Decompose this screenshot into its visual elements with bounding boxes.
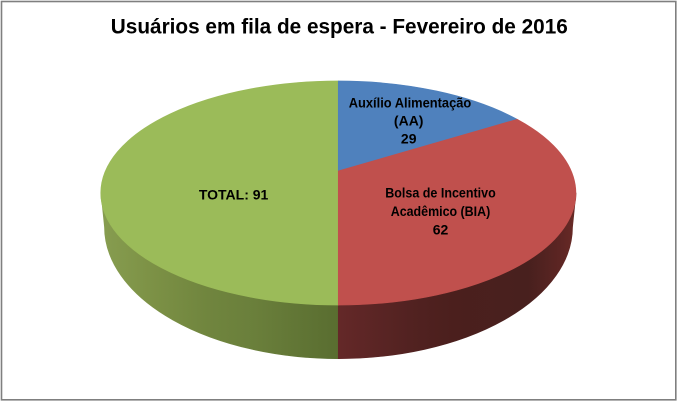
svg-text:Acadêmico (BIA): Acadêmico (BIA) bbox=[391, 203, 491, 219]
svg-text:29: 29 bbox=[401, 130, 417, 146]
svg-text:Bolsa de Incentivo: Bolsa de Incentivo bbox=[385, 185, 496, 201]
svg-text:TOTAL: 91: TOTAL: 91 bbox=[199, 187, 269, 203]
svg-text:Auxílio Alimentação: Auxílio Alimentação bbox=[349, 95, 472, 111]
svg-text:62: 62 bbox=[433, 221, 449, 237]
svg-text:Usuários em fila de espera - F: Usuários em fila de espera - Fevereiro d… bbox=[111, 16, 568, 39]
svg-text:(AA): (AA) bbox=[394, 113, 424, 129]
